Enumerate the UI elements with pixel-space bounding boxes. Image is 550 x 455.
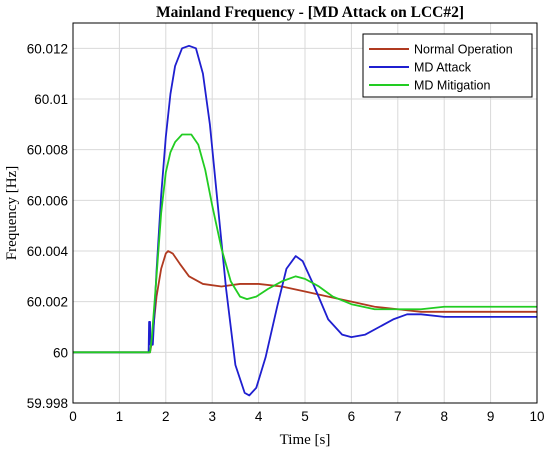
y-tick-label: 60.008 — [27, 143, 68, 158]
y-tick-label: 60.006 — [27, 193, 68, 208]
y-tick-label: 60.012 — [27, 41, 68, 56]
y-tick-label: 59.998 — [27, 396, 68, 411]
x-tick-label: 3 — [208, 409, 216, 424]
x-tick-label: 0 — [69, 409, 77, 424]
legend-label: MD Mitigation — [414, 79, 490, 93]
x-tick-label: 6 — [348, 409, 356, 424]
x-tick-label: 7 — [394, 409, 402, 424]
chart-title: Mainland Frequency - [MD Attack on LCC#2… — [156, 4, 464, 21]
x-tick-label: 1 — [116, 409, 124, 424]
legend-label: MD Attack — [414, 61, 472, 75]
x-tick-label: 2 — [162, 409, 170, 424]
x-tick-label: 5 — [301, 409, 309, 424]
y-tick-label: 60.004 — [27, 244, 69, 259]
y-axis-label: Frequency [Hz] — [4, 166, 20, 261]
legend-box — [362, 33, 533, 98]
plot-frame — [72, 22, 538, 404]
x-tick-label: 10 — [529, 409, 544, 424]
legend-label: Normal Operation — [414, 43, 513, 57]
y-tick-label: 60.01 — [34, 92, 68, 107]
x-tick-label: 4 — [255, 409, 263, 424]
legend: Normal Operation MD Attack MD Mitigation — [362, 33, 533, 98]
series-line-md-mitigation — [73, 133, 537, 354]
y-tick-label: 60.002 — [27, 295, 68, 310]
axis-ticks: 0 1 2 3 4 5 6 7 8 9 10 59.998 60 60.002 60.004 60.006 60… — [27, 41, 545, 424]
x-axis-label: Time [s] — [280, 432, 331, 448]
x-tick-label: 9 — [487, 409, 495, 424]
y-tick-label: 60 — [53, 345, 68, 360]
x-tick-label: 8 — [440, 409, 448, 424]
series-lines — [73, 44, 537, 397]
